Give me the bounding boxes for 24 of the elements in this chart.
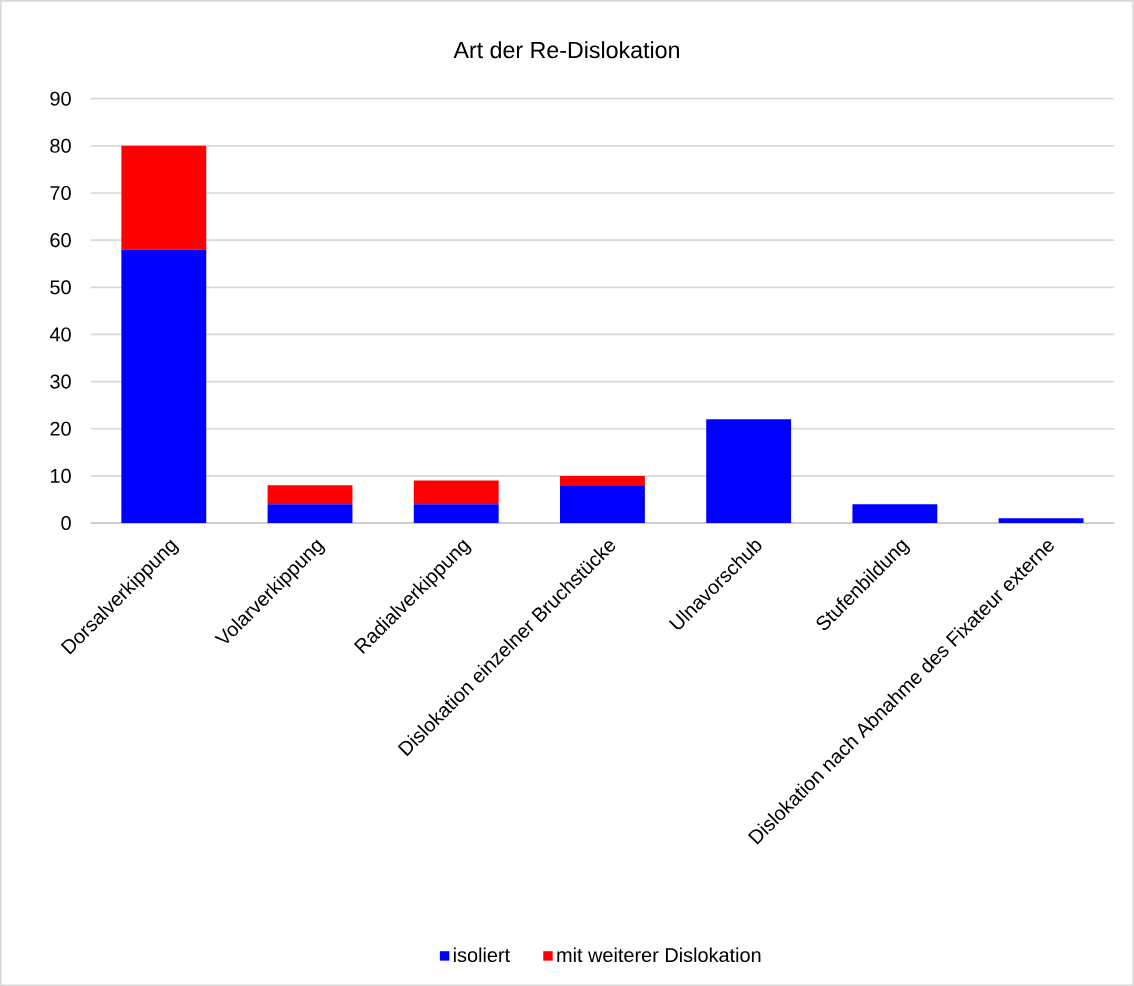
y-tick-label: 10 <box>50 468 71 483</box>
bar <box>267 485 353 505</box>
bar <box>413 480 499 505</box>
legend-label: isoliert <box>453 947 510 962</box>
chart-title: Art der Re-Dislokation <box>453 41 679 59</box>
bar <box>852 504 938 523</box>
y-tick-label: 40 <box>49 327 71 342</box>
y-tick-label: 70 <box>50 185 71 200</box>
bar <box>560 475 645 486</box>
y-tick-label: 50 <box>50 280 71 295</box>
y-tick-label: 0 <box>61 515 71 530</box>
y-tick-label: 30 <box>50 374 71 389</box>
y-tick-label: 20 <box>50 421 71 436</box>
bar <box>267 504 353 523</box>
bar <box>706 419 792 523</box>
bar <box>998 518 1084 523</box>
y-tick-label: 60 <box>50 233 71 248</box>
bar <box>121 145 207 250</box>
y-tick-label: 90 <box>50 91 71 106</box>
y-tick-label: 80 <box>50 138 71 153</box>
bar <box>560 485 645 523</box>
bar <box>121 249 207 523</box>
bar <box>413 504 499 523</box>
legend-label: mit weiterer Dislokation <box>557 947 761 962</box>
